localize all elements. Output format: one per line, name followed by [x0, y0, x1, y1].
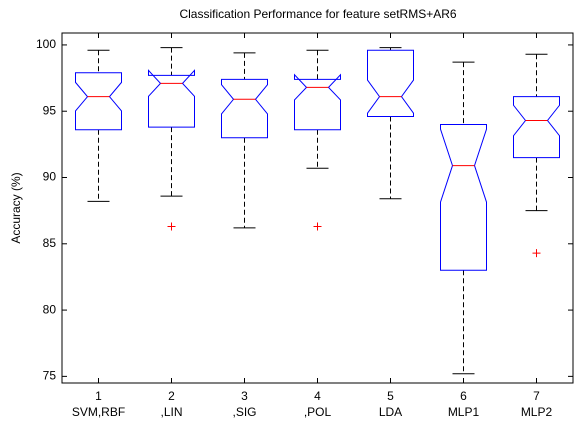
- x-tick-label: 7: [533, 389, 540, 403]
- x-tick-label: 2: [168, 389, 175, 403]
- x-tick-label: 3: [241, 389, 248, 403]
- box: [513, 96, 560, 159]
- box: [440, 123, 487, 271]
- box: [75, 72, 122, 131]
- x-category-label: ,LIN: [160, 405, 182, 419]
- chart-title: Classification Performance for feature s…: [179, 7, 456, 21]
- y-tick-label: 95: [43, 103, 57, 117]
- y-tick-label: 85: [43, 236, 57, 250]
- x-tick-label: 4: [314, 389, 321, 403]
- box: [148, 69, 195, 128]
- box: [367, 49, 414, 118]
- x-category-label: ,SIG: [232, 405, 256, 419]
- x-tick-label: 6: [460, 389, 467, 403]
- x-category-label: SVM,RBF: [72, 405, 125, 419]
- x-tick-label: 1: [95, 389, 102, 403]
- outlier: [167, 222, 176, 231]
- x-category-label: ,POL: [304, 405, 332, 419]
- y-axis-label: Accuracy (%): [9, 172, 23, 243]
- y-tick-label: 80: [43, 302, 57, 316]
- box: [294, 73, 341, 131]
- x-category-label: MLP2: [521, 405, 553, 419]
- y-tick-label: 75: [43, 369, 57, 383]
- x-category-label: LDA: [379, 405, 402, 419]
- outlier: [532, 249, 541, 258]
- x-category-label: MLP1: [448, 405, 480, 419]
- box: [221, 78, 268, 139]
- y-tick-label: 90: [43, 170, 57, 184]
- x-tick-label: 5: [387, 389, 394, 403]
- y-tick-label: 100: [36, 37, 56, 51]
- outlier: [313, 222, 322, 231]
